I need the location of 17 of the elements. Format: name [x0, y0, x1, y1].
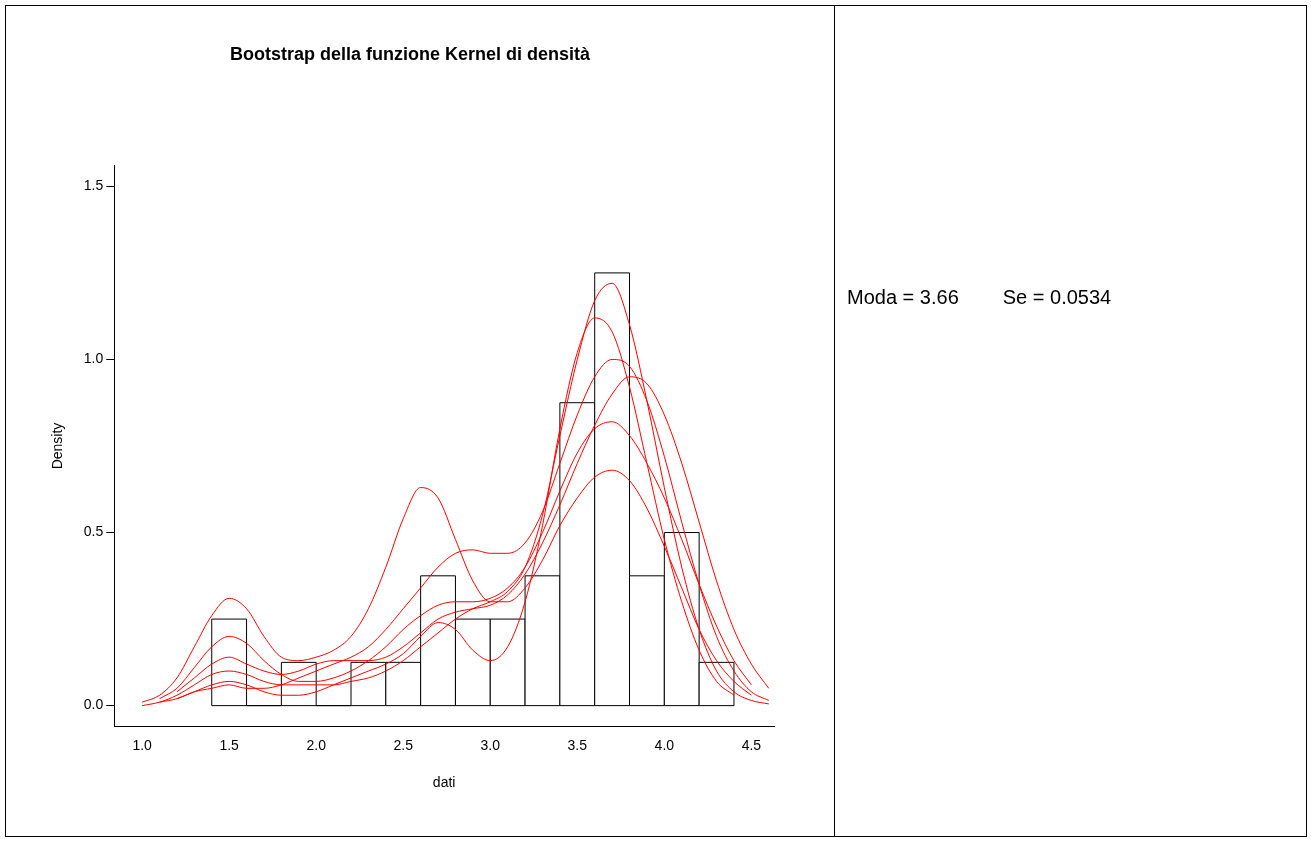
y-axis-title: Density [49, 422, 66, 470]
x-tick-label: 4.5 [741, 736, 762, 753]
y-tick-label: 1.5 [83, 177, 104, 194]
x-tick-label: 1.5 [219, 736, 240, 753]
x-tick-label: 3.5 [567, 736, 588, 753]
x-tick-label: 2.0 [306, 736, 327, 753]
chart-title: Bootstrap della funzione Kernel di densità [229, 43, 592, 64]
x-tick-label: 3.0 [480, 736, 501, 753]
text: Moda = 3.66 [847, 286, 959, 308]
y-tick-label: 0.0 [83, 696, 104, 713]
x-tick-label: 1.0 [132, 736, 153, 753]
y-tick-label: 1.0 [83, 350, 104, 367]
x-axis-title: dati [432, 774, 456, 791]
text: Se = 0.0534 [1002, 286, 1112, 308]
x-tick-label: 4.0 [654, 736, 675, 753]
x-tick-label: 2.5 [393, 736, 414, 753]
y-tick-label: 0.5 [83, 523, 104, 540]
